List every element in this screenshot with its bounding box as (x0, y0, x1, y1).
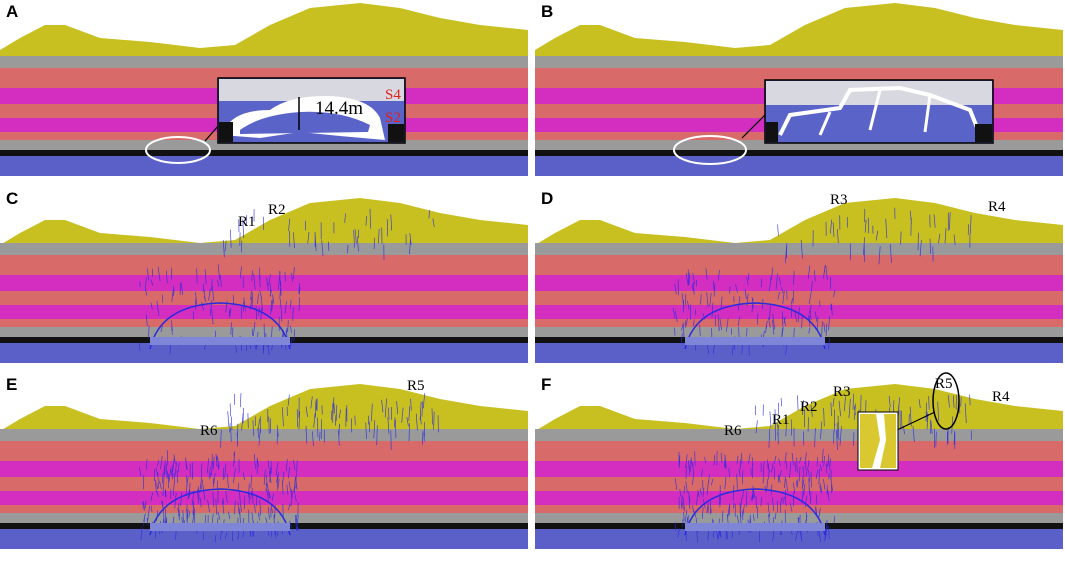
rock-layer (0, 319, 528, 327)
fractures (138, 393, 439, 543)
rock-layer (0, 529, 528, 549)
inset-b (673, 79, 994, 165)
annotation: R6 (200, 423, 218, 439)
goaf-arch (149, 302, 291, 350)
rock-layer (0, 243, 528, 255)
inset-f (857, 372, 960, 471)
rock-layer (0, 140, 528, 150)
rock-layer (535, 319, 1063, 327)
fractures (138, 208, 435, 355)
panel-label: B (541, 2, 553, 21)
rock-layer (0, 429, 528, 441)
rock-layer (535, 491, 1063, 505)
rock-layer (0, 343, 528, 363)
annotation: R3 (833, 384, 851, 400)
rock-layer (535, 275, 1063, 291)
panel-label: C (6, 189, 18, 208)
overburden (535, 384, 1063, 431)
rock-layer (0, 513, 528, 523)
annotation: R1 (238, 214, 256, 230)
overburden (535, 198, 1063, 245)
rock-layer (535, 429, 1063, 441)
annotation: S4 (385, 87, 401, 103)
goaf (150, 523, 290, 531)
goaf-arch (684, 488, 826, 536)
goaf (685, 337, 825, 345)
divider (529, 0, 534, 563)
annotation: S2 (385, 110, 401, 126)
rock-layer (0, 275, 528, 291)
rock-layer (535, 441, 1063, 461)
inset-a (145, 77, 406, 164)
overburden (0, 3, 528, 57)
rock-layer (535, 477, 1063, 491)
overburden (0, 384, 528, 431)
annotation: R4 (992, 389, 1010, 405)
rock-layer (535, 156, 1063, 176)
rock-layer (0, 156, 528, 176)
rock-layer (535, 150, 1063, 156)
rock-layer (535, 327, 1063, 337)
rock-layer (535, 291, 1063, 305)
rock-layer (0, 150, 528, 156)
overburden (535, 3, 1063, 57)
rock-layer (0, 56, 528, 68)
rock-layer (0, 255, 528, 275)
rock-layer (0, 441, 528, 461)
annotation: R1 (772, 412, 790, 428)
annotation: R2 (800, 399, 818, 415)
rock-layer (0, 305, 528, 319)
rock-layer (535, 56, 1063, 68)
rock-layer (0, 461, 528, 477)
panel-label: F (541, 375, 551, 394)
panel-label: E (6, 375, 17, 394)
rock-layer (535, 529, 1063, 549)
panel-label: D (541, 189, 553, 208)
annotation: R3 (830, 192, 848, 208)
overburden (0, 198, 528, 245)
rock-layer (535, 243, 1063, 255)
goaf-arch (149, 488, 291, 536)
annotation: R5 (407, 378, 425, 394)
panel-label: A (6, 2, 18, 21)
goaf (685, 523, 825, 531)
fractures (672, 207, 972, 356)
rock-layer (535, 505, 1063, 513)
rock-layer (535, 255, 1063, 275)
rock-layer (535, 140, 1063, 150)
goaf (150, 337, 290, 345)
annotation: R6 (724, 423, 742, 439)
rock-layer (535, 343, 1063, 363)
annotation: R5 (935, 376, 953, 392)
goaf-arch (684, 302, 826, 350)
rock-layer (0, 291, 528, 305)
annotation: 14.4m (315, 98, 363, 119)
rock-layer (0, 491, 528, 505)
rock-layer (535, 461, 1063, 477)
annotation: R4 (988, 199, 1006, 215)
annotation: R2 (268, 202, 286, 218)
rock-layer (0, 505, 528, 513)
